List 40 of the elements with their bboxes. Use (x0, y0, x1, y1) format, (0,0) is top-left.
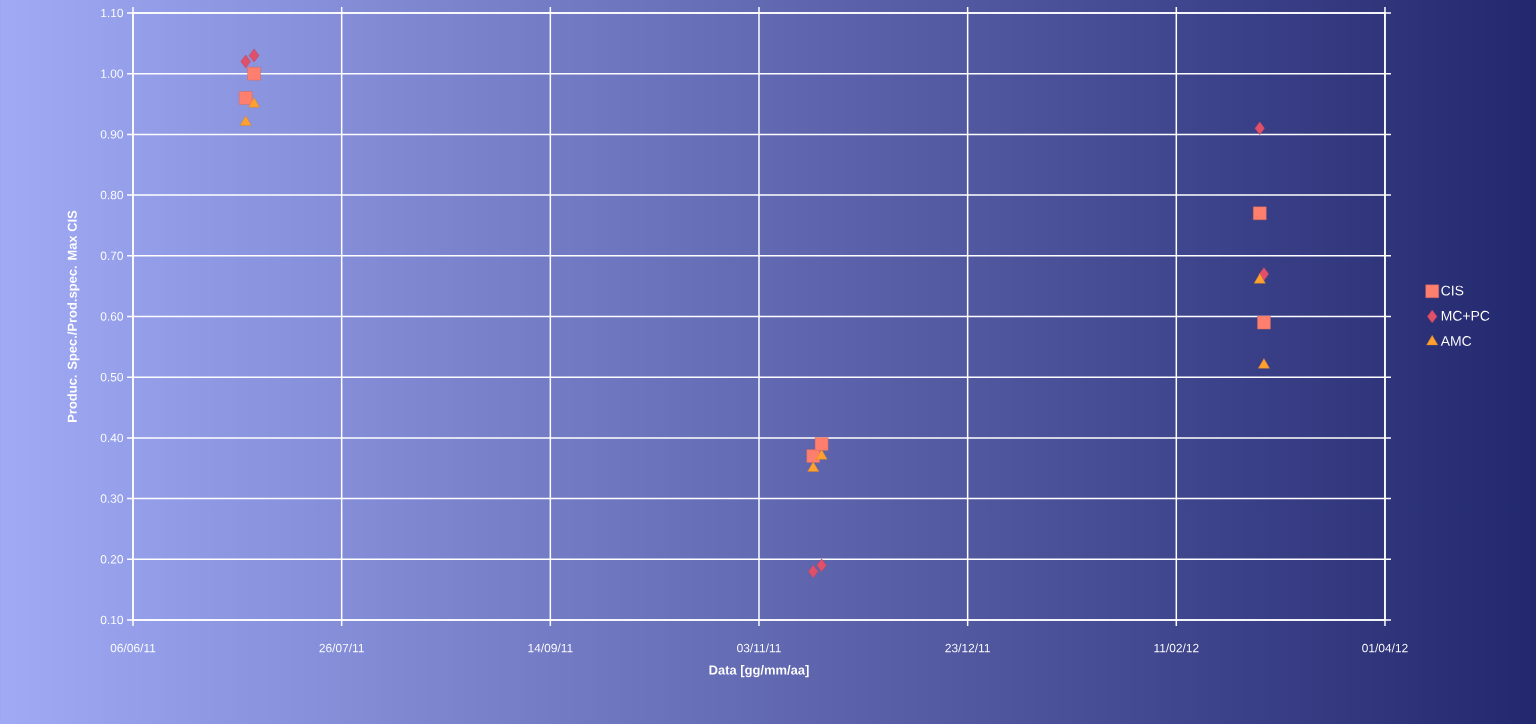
y-tick-label: 0.80 (100, 190, 124, 200)
legend-label: CIS (1441, 285, 1464, 296)
y-tick-label: 1.00 (101, 69, 124, 78)
y-axis-title: Produc. Spec./Prod.spec. Max CIS (67, 210, 80, 422)
point (1257, 315, 1271, 330)
point (808, 564, 819, 579)
point (1258, 358, 1270, 369)
x-tick-label: 11/02/12 (1154, 643, 1199, 653)
point (238, 91, 253, 105)
legend-label: AMC (1440, 336, 1472, 346)
point (815, 449, 828, 460)
point (814, 437, 829, 451)
point (807, 461, 820, 472)
x-tick-label: 03/11/11 (737, 643, 781, 653)
y-tick-label: 0.70 (100, 251, 124, 261)
x-tick-label: 14/09/11 (528, 643, 573, 653)
y-tick-label: 0.40 (100, 433, 124, 443)
point (240, 54, 251, 69)
point (1253, 206, 1267, 220)
y-tick-label: 0.50 (100, 372, 124, 382)
y-tick-label: 0.10 (100, 615, 124, 625)
point (1254, 121, 1265, 136)
x-tick-label: 23/12/11 (945, 643, 990, 653)
y-tick-label: 0.30 (100, 494, 124, 503)
x-tick-label: 06/06/11 (110, 643, 156, 653)
point (239, 115, 252, 126)
y-tick-label: 0.60 (100, 312, 124, 321)
point (248, 48, 260, 63)
point (247, 66, 261, 81)
y-tick-label: 0.90 (100, 130, 124, 139)
x-axis-title: Data [gg/mm/aa] (709, 665, 809, 678)
legend-label: MC+PC (1441, 310, 1490, 321)
point (816, 558, 827, 573)
x-tick-label: 26/07/11 (319, 643, 364, 653)
x-tick-label: 01/04/12 (1362, 643, 1408, 653)
y-tick-label: 1.10 (101, 8, 124, 18)
point (1258, 267, 1270, 281)
point (248, 97, 260, 108)
y-tick-label: 0.20 (100, 555, 124, 564)
point (1253, 273, 1266, 284)
